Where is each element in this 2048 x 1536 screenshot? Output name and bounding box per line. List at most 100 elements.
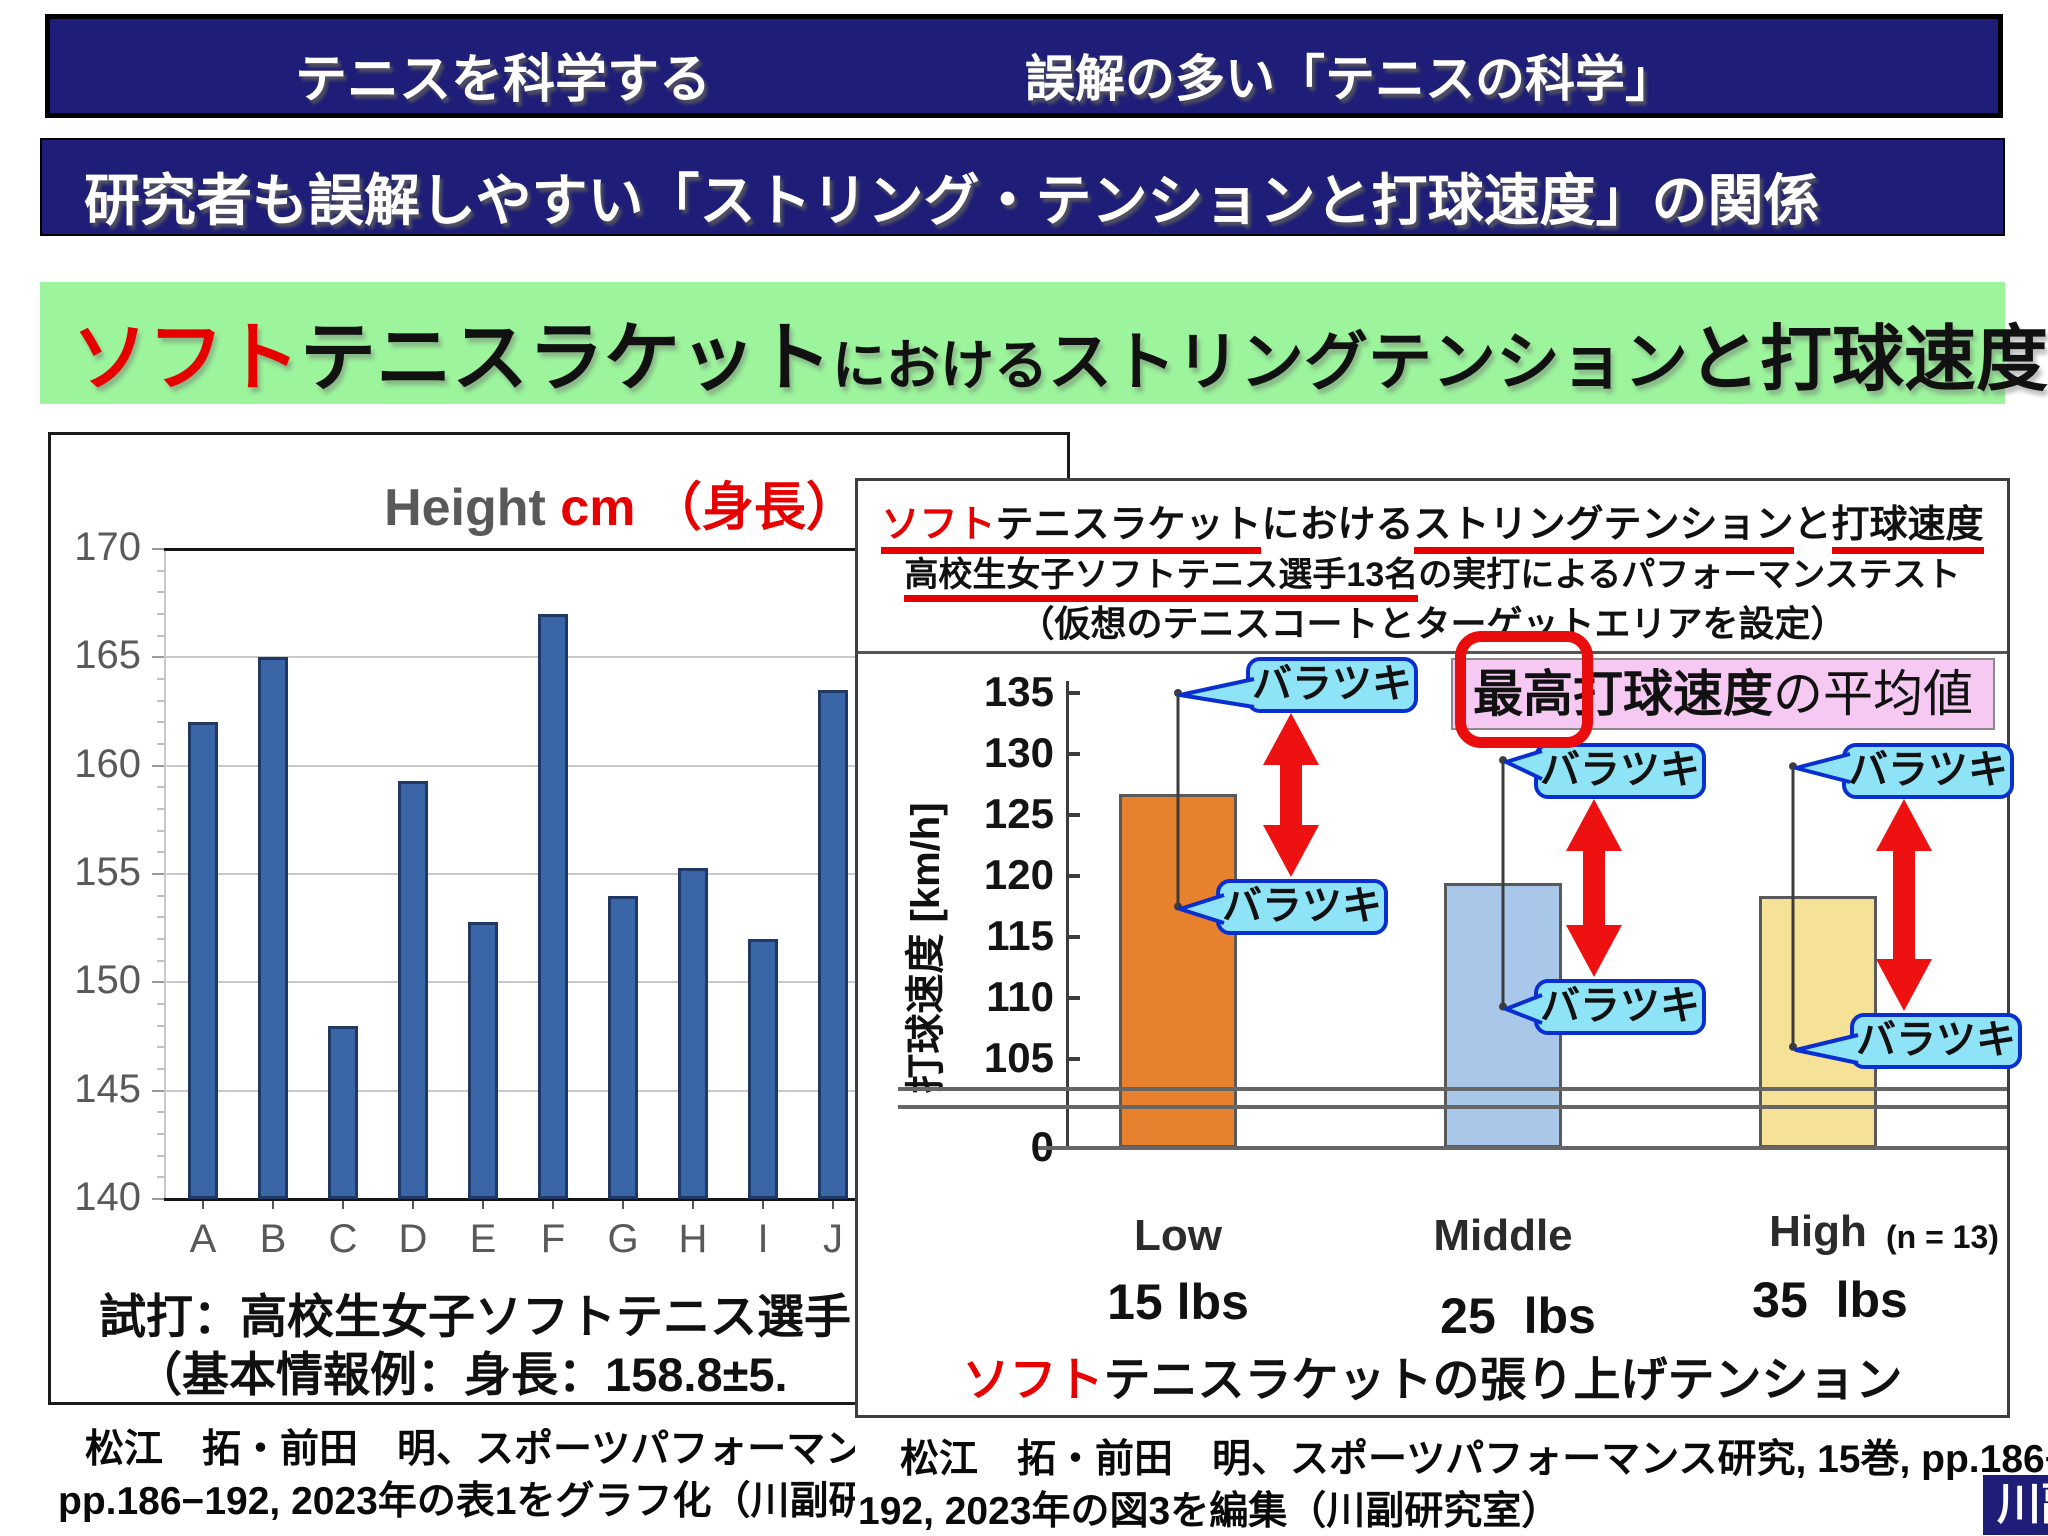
speed-y-tick-mark <box>1067 752 1080 756</box>
y-minor-tick <box>157 959 164 962</box>
y-tick-mark <box>152 764 164 767</box>
gridline <box>166 656 1019 659</box>
lab-logo-box: 川副研究室 <box>1983 1475 2048 1535</box>
x-tick-mark <box>412 1201 414 1209</box>
y-minor-tick <box>157 613 164 615</box>
x-tick-mark <box>342 1201 344 1209</box>
variance-callout-high-bottom: バラツキ <box>1850 1013 2022 1069</box>
y-tick-mark <box>152 656 164 659</box>
height-bar-H <box>678 867 708 1199</box>
tension-label-25lbs: 25 lbs <box>1440 1288 1596 1344</box>
y-axis-title: 打球速度 [km/h] <box>904 802 948 1094</box>
variance-arrow-high <box>1876 799 1932 1011</box>
title-bar-right-label: 誤解の多い「テニスの科学」 <box>1025 51 1675 107</box>
tension-label-35lbs: 35 lbs <box>1752 1272 1908 1328</box>
y-axis-line <box>164 549 166 1199</box>
y-minor-tick <box>157 721 164 724</box>
speed-header-line2: 高校生女子ソフトテニス選手13名の実打によるパフォーマンステスト <box>858 547 2007 602</box>
subtitle-bar: 研究者も誤解しやすい「ストリング・テンションと打球速度」の関係 <box>40 138 2005 236</box>
subtitle-bar-label: 研究者も誤解しやすい「ストリング・テンションと打球速度」の関係 <box>84 169 1820 232</box>
y-minor-tick <box>157 829 164 832</box>
arrow-shaft <box>1280 757 1302 833</box>
y-minor-tick <box>157 1133 164 1135</box>
title-bar: テニスを科学する 誤解の多い「テニスの科学」 <box>45 14 2003 118</box>
variance-callout-low-bottom: バラツキ <box>1216 879 1388 935</box>
h2-underlined: 高校生女子ソフトテニス選手13名 <box>904 556 1419 602</box>
h1-racket: テニスラケット <box>995 504 1262 554</box>
y-minor-tick <box>157 1154 164 1157</box>
speed-header-line3: （仮想のテニスコートとターゲットエリアを設定） <box>1018 603 1847 644</box>
n-label: (n = 13) <box>1886 1219 1999 1255</box>
speed-y-tick-label: 135 <box>983 668 1054 715</box>
caption-soft: ソフト <box>962 1353 1104 1406</box>
x-label-high: High <box>1769 1207 1867 1256</box>
x-tick-label-J: J <box>823 1217 843 1261</box>
y-minor-tick <box>157 1068 164 1070</box>
header-separator-line <box>858 651 2007 654</box>
speed-figure-block: ソフトテニスラケットにおけるストリングテンションと打球速度 高校生女子ソフトテニ… <box>855 478 2048 1536</box>
whisker-top-cap <box>1789 762 1797 771</box>
gridline <box>166 873 1019 875</box>
x-tick-mark <box>762 1201 764 1209</box>
x-tick-mark <box>202 1201 204 1209</box>
h1-speed: 打球速度 <box>1831 504 1984 554</box>
y-minor-tick <box>157 894 164 897</box>
x-tick-label-H: H <box>678 1217 708 1261</box>
y-tick-mark <box>152 1198 164 1200</box>
x-label-middle: Middle <box>1433 1211 1573 1260</box>
mean-label-rest: の平均値 <box>1773 666 1973 722</box>
speed-y-tick-mark <box>1067 935 1080 939</box>
h1-niokeru: における <box>1261 504 1414 546</box>
banner-segment-tension: ストリングテンション <box>1048 326 1688 398</box>
caption-rest: テニスラケットの張り上げテンション <box>1103 1353 1903 1406</box>
height-title-en: Height <box>384 479 561 537</box>
y-minor-tick <box>157 1046 164 1049</box>
height-bar-I <box>748 939 778 1199</box>
mean-label-bold: 最高打球速度 <box>1473 666 1773 722</box>
right-citation-line2: 192, 2023年の図3を編集（川副研究室） <box>858 1490 1561 1533</box>
y-minor-tick <box>157 916 164 919</box>
x-tick-label-C: C <box>328 1217 358 1261</box>
mean-label-box: 最高打球速度の平均値 <box>1451 658 1995 730</box>
callout-tail <box>1178 677 1255 709</box>
speed-y-tick-label: 110 <box>986 973 1054 1020</box>
speed-chart-caption: ソフトテニスラケットの張り上げテンション <box>858 1341 2007 1410</box>
title-bar-left-label: テニスを科学する <box>295 51 712 109</box>
axis-boundary-line <box>164 1197 1019 1201</box>
height-caption-line2: （基本情報例：身長：158.8±5. <box>135 1348 788 1401</box>
y-tick-label: 165 <box>74 633 141 678</box>
height-bar-G <box>608 895 638 1199</box>
arrow-head-up <box>1566 799 1622 851</box>
speed-y-tick-label: 120 <box>983 851 1054 898</box>
y-minor-tick <box>157 699 164 702</box>
x-tick-mark <box>622 1201 624 1209</box>
y-tick-label: 155 <box>74 850 141 894</box>
x-label-low: Low <box>1134 1211 1222 1260</box>
left-citation-line2: pp.186−192, 2023年の表1をグラフ化（川副研究 <box>58 1480 907 1523</box>
speed-y-tick-label: 115 <box>986 912 1054 959</box>
height-bar-A <box>188 722 218 1199</box>
y-tick-label: 145 <box>74 1066 141 1111</box>
banner-segment-niokeru: における <box>832 336 1048 396</box>
variance-arrow-low <box>1263 713 1319 877</box>
green-banner-title: ソフトテニスラケットにおけるストリングテンションと打球速度 <box>72 296 2048 406</box>
arrow-shaft <box>1583 843 1605 933</box>
height-bar-D <box>398 780 428 1199</box>
x-tick-mark <box>552 1201 554 1209</box>
x-axis-baseline <box>1038 1146 2007 1150</box>
x-tick-mark <box>692 1201 694 1209</box>
y-tick-label: 170 <box>74 525 141 569</box>
h2-rest: の実打によるパフォーマンステスト <box>1418 556 1961 594</box>
speed-y-tick-label: 105 <box>983 1034 1054 1081</box>
x-tick-label-E: E <box>469 1217 497 1261</box>
y-minor-tick <box>157 1111 164 1114</box>
h1-soft: ソフト <box>881 504 996 554</box>
speed-chart-panel: ソフトテニスラケットにおけるストリングテンションと打球速度 高校生女子ソフトテニ… <box>855 478 2022 1418</box>
variance-callout-low-top: バラツキ <box>1246 657 1418 713</box>
speed-y-tick-mark <box>1067 813 1080 817</box>
axis-boundary-line <box>164 547 1019 551</box>
y-tick-mark <box>152 1089 164 1092</box>
banner-segment-racket: テニスラケット <box>300 316 832 401</box>
arrow-shaft <box>1893 843 1915 967</box>
y-minor-tick <box>157 851 164 854</box>
